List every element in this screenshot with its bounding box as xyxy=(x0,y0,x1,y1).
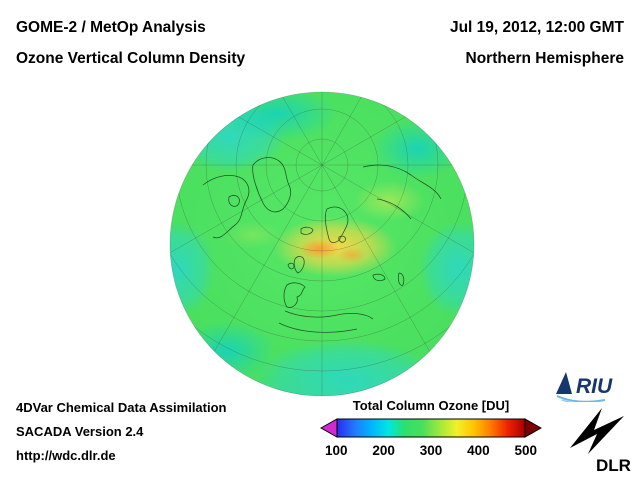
url-label: http://wdc.dlr.de xyxy=(16,448,116,463)
colorbar-gradient-bar xyxy=(336,418,526,438)
colorbar xyxy=(320,418,542,438)
tick-label: 500 xyxy=(514,443,537,458)
riu-logo-text: RIU xyxy=(576,375,613,398)
instrument-title: GOME-2 / MetOp Analysis xyxy=(16,19,206,36)
tick-label: 300 xyxy=(419,443,443,458)
tick-label: 400 xyxy=(467,443,490,458)
dlr-logo-text: DLR xyxy=(596,456,631,474)
colorbar-title: Total Column Ozone [DU] xyxy=(352,398,510,413)
globe-outline xyxy=(169,91,475,397)
ozone-globe-map xyxy=(169,91,475,397)
tick-label: 200 xyxy=(372,443,395,458)
datetime-label: Jul 19, 2012, 12:00 GMT xyxy=(449,19,624,36)
tick-label: 100 xyxy=(325,443,348,458)
colorbar-right-arrow xyxy=(524,418,542,438)
colorbar-tick-labels: 100 200 300 400 500 xyxy=(325,443,537,458)
dlr-logo: DLR xyxy=(570,408,631,474)
version-label: SACADA Version 2.4 xyxy=(16,424,144,439)
region-label: Northern Hemisphere xyxy=(465,50,624,67)
coastlines-group xyxy=(202,157,442,333)
header-left: GOME-2 / MetOp Analysis Ozone Vertical C… xyxy=(16,12,245,74)
riu-logo-wave xyxy=(561,399,600,402)
riu-logo-wave xyxy=(556,395,606,402)
riu-logo-triangle xyxy=(556,372,572,394)
riu-logo: RIU xyxy=(556,372,613,402)
footer-block: 4DVar Chemical Data Assimilation SACADA … xyxy=(16,396,227,468)
dlr-logo-emblem xyxy=(570,408,624,454)
product-title: Ozone Vertical Column Density xyxy=(16,50,246,67)
colorbar-left-arrow xyxy=(320,418,338,438)
colorbar-block: Total Column Ozone [DU] 100 200 300 400 … xyxy=(320,398,542,458)
assimilation-label: 4DVar Chemical Data Assimilation xyxy=(16,400,227,415)
header-right: Jul 19, 2012, 12:00 GMT Northern Hemisph… xyxy=(450,12,624,74)
